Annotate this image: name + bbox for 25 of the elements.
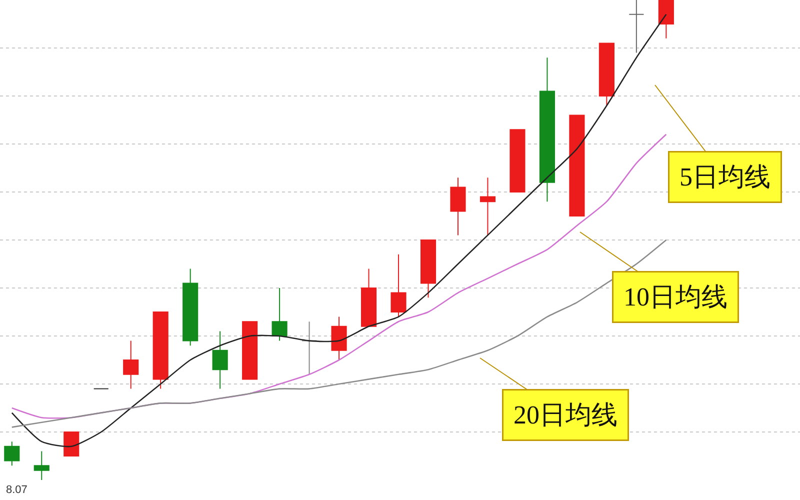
candlestick xyxy=(539,57,555,202)
candlestick xyxy=(658,0,674,39)
annotation: 5日均线 xyxy=(680,162,770,192)
candlestick xyxy=(123,340,139,390)
candlestick xyxy=(450,177,466,236)
text: 8.07 xyxy=(6,484,28,496)
annotation: 10日均线 xyxy=(624,282,728,312)
candlestick xyxy=(182,268,198,346)
candlestick xyxy=(420,240,436,298)
candlestick xyxy=(598,42,614,106)
candlestick xyxy=(212,330,228,390)
candlestick xyxy=(569,114,585,216)
candlestick xyxy=(4,441,20,466)
candlestick xyxy=(272,288,288,342)
candlestick xyxy=(64,432,80,456)
candlestick xyxy=(510,129,526,192)
candlestick xyxy=(480,177,496,236)
candlestick xyxy=(34,450,50,480)
candlestick xyxy=(390,254,406,318)
candlestick xyxy=(242,321,258,380)
candlestick xyxy=(152,312,168,390)
candlestick xyxy=(360,268,377,327)
annotation: 20日均线 xyxy=(514,400,618,430)
candlestick xyxy=(628,0,644,54)
candlestick xyxy=(331,316,347,360)
